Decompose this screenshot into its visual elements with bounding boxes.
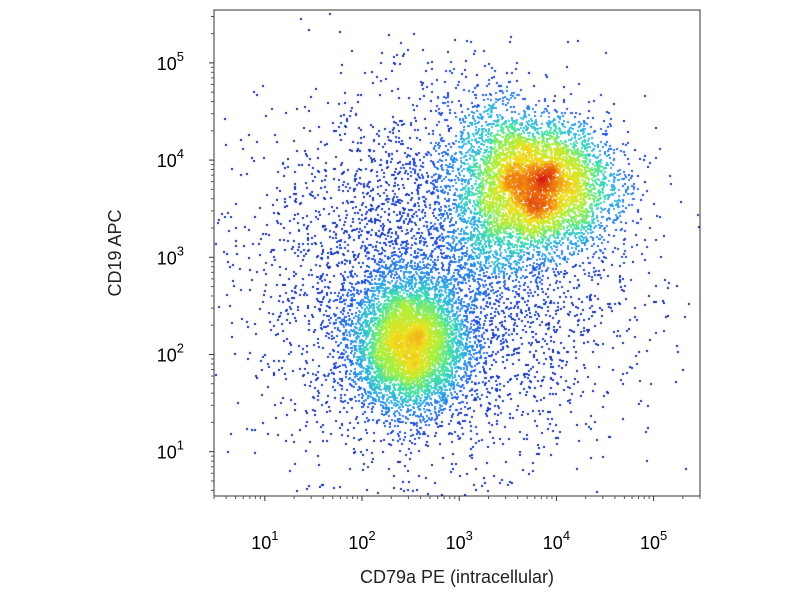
x-axis-title: CD79a PE (intracellular) [360,567,554,587]
x-tick-label: 105 [640,528,667,553]
x-tick-label: 101 [251,528,278,553]
x-tick-label: 103 [446,528,473,553]
y-tick-label: 101 [157,438,184,463]
y-axis-title: CD19 APC [105,209,125,296]
x-axis: 101 102 103 104 105 [213,496,701,553]
y-tick-label: 102 [157,340,184,365]
density-scatter-points [214,10,700,496]
y-tick-label: 104 [157,146,184,171]
y-axis: 101 102 103 104 105 [157,16,214,491]
y-tick-label: 105 [157,49,184,74]
x-tick-label: 104 [543,528,570,553]
x-tick-label: 102 [348,528,375,553]
y-tick-label: 103 [157,243,184,268]
